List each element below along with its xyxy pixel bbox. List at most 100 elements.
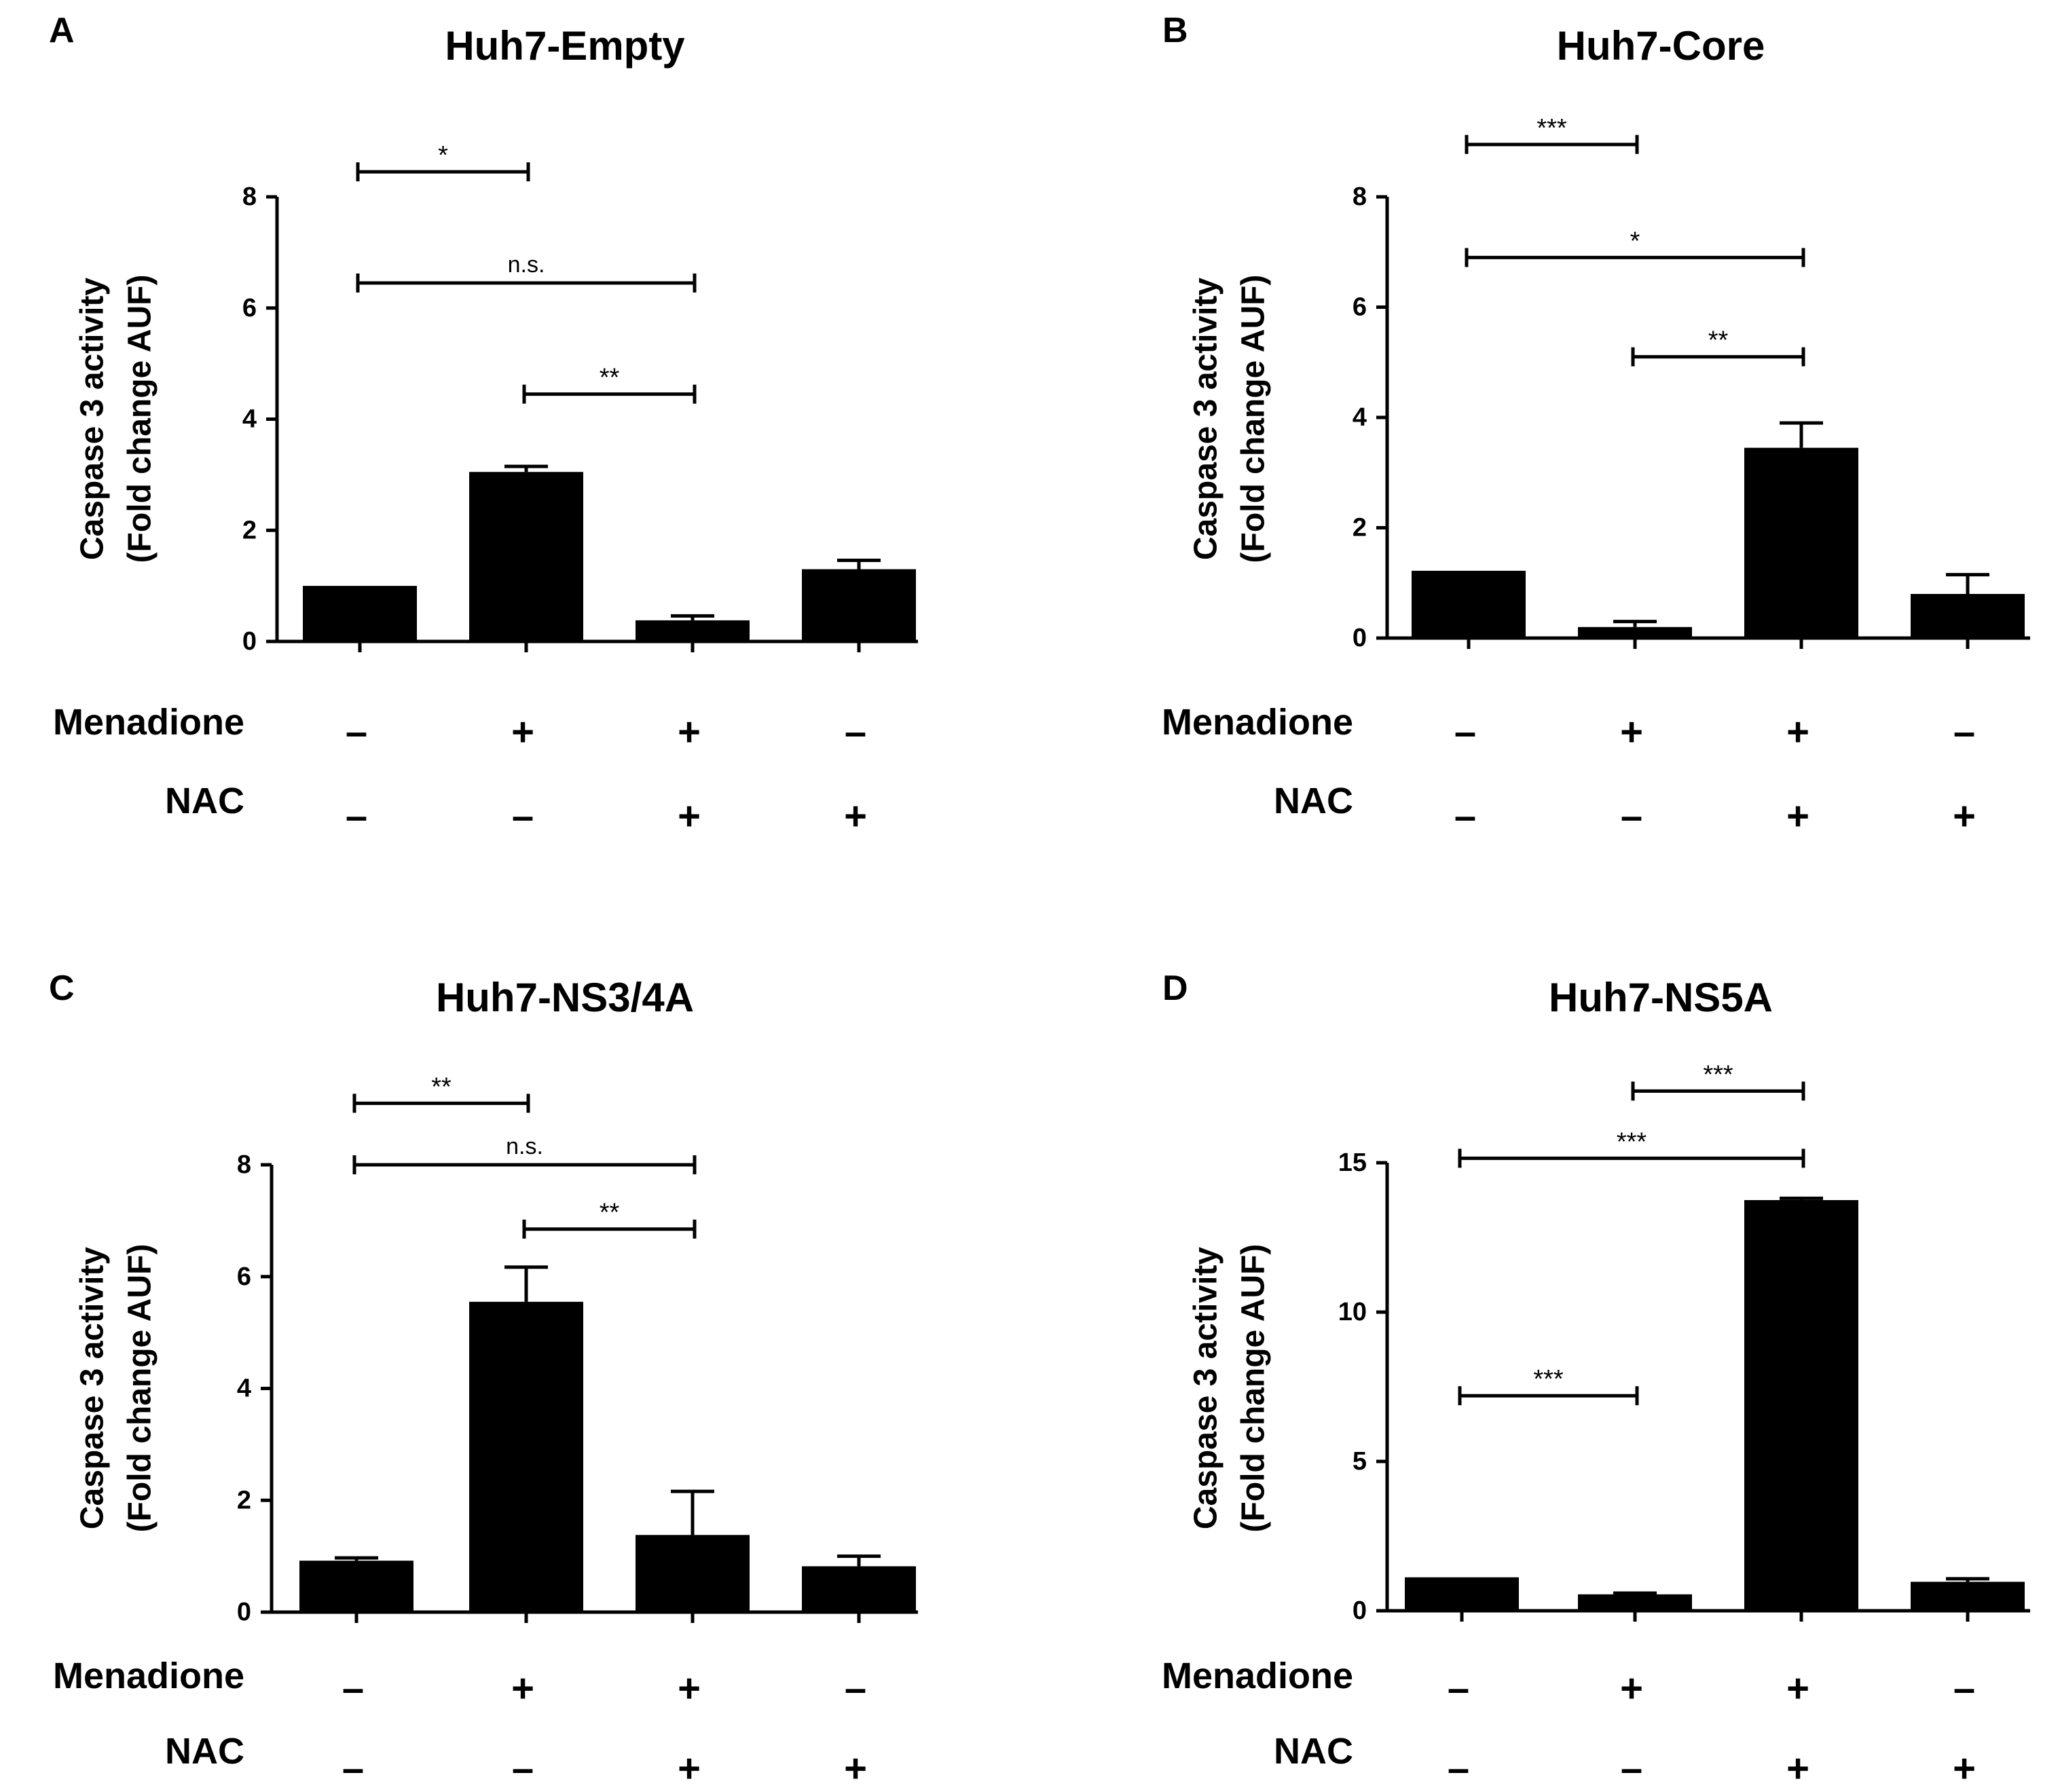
menadione-sign: – <box>1448 1666 1469 1711</box>
y-axis-label: Caspase 3 activity <box>75 1247 111 1530</box>
y-tick-label: 8 <box>242 183 257 211</box>
menadione-sign: – <box>845 1666 866 1711</box>
condition-label-menadione: Menadione <box>53 702 244 743</box>
bar <box>1911 1582 2025 1611</box>
y-axis-label: (Fold change AUF) <box>122 1244 158 1533</box>
bar <box>802 569 916 641</box>
y-tick-label: 8 <box>237 1151 251 1179</box>
nac-sign: + <box>1953 1747 1976 1791</box>
y-axis-label: (Fold change AUF) <box>1236 1244 1272 1533</box>
significance-label: n.s. <box>506 1134 543 1159</box>
nac-sign: + <box>1786 1747 1809 1791</box>
menadione-sign: + <box>1786 1666 1809 1711</box>
condition-label-menadione: Menadione <box>1162 702 1353 743</box>
significance-label: ** <box>600 364 620 392</box>
nac-sign: – <box>1448 1747 1469 1791</box>
y-tick-label: 0 <box>237 1598 251 1626</box>
condition-label-nac: NAC <box>1274 1731 1353 1772</box>
nac-sign: + <box>844 794 867 838</box>
bar <box>1412 570 1526 638</box>
nac-sign: – <box>1621 1747 1642 1791</box>
nac-sign: – <box>346 794 367 838</box>
condition-label-nac: NAC <box>165 1731 244 1772</box>
y-tick-label: 6 <box>242 294 257 322</box>
menadione-sign: – <box>1953 710 1975 754</box>
bar <box>299 1561 413 1612</box>
bar <box>1578 1594 1692 1611</box>
menadione-sign: – <box>346 710 367 754</box>
menadione-sign: – <box>845 710 866 754</box>
menadione-sign: + <box>1786 710 1809 754</box>
y-tick-label: 8 <box>1353 183 1367 211</box>
nac-sign: – <box>1454 794 1476 838</box>
y-axis-label: (Fold change AUF) <box>122 275 158 563</box>
panel-letter: C <box>49 969 75 1008</box>
nac-sign: + <box>678 1747 701 1791</box>
significance-label: * <box>438 141 448 170</box>
chart-title: Huh7-NS5A <box>1549 975 1773 1020</box>
y-tick-label: 5 <box>1353 1447 1367 1476</box>
y-axis-label: (Fold change AUF) <box>1236 275 1272 563</box>
panel-letter: A <box>49 11 75 50</box>
menadione-sign: – <box>342 1666 364 1711</box>
chart-title: Huh7-NS3/4A <box>436 975 694 1020</box>
panel-letter: D <box>1162 969 1188 1008</box>
y-tick-label: 4 <box>1353 403 1367 432</box>
y-tick-label: 2 <box>237 1486 251 1514</box>
bar <box>802 1566 916 1612</box>
bar <box>636 1535 750 1612</box>
significance-label: * <box>1630 227 1640 255</box>
nac-sign: – <box>512 1747 534 1791</box>
chart-title: Huh7-Core <box>1557 23 1765 69</box>
y-tick-label: 2 <box>1353 514 1367 542</box>
significance-label: *** <box>1533 1365 1564 1394</box>
bar <box>1744 1200 1858 1611</box>
significance-label: n.s. <box>508 252 545 278</box>
menadione-sign: + <box>511 1666 534 1711</box>
nac-sign: + <box>678 794 701 838</box>
significance-label: ** <box>600 1199 620 1227</box>
condition-label-menadione: Menadione <box>1162 1656 1353 1696</box>
menadione-sign: + <box>511 710 534 754</box>
menadione-sign: + <box>678 1666 701 1711</box>
nac-sign: + <box>1953 794 1976 838</box>
nac-sign: + <box>1786 794 1809 838</box>
bar <box>303 586 417 641</box>
panel-letter: B <box>1162 11 1188 50</box>
significance-label: *** <box>1537 114 1567 143</box>
bar <box>469 472 583 641</box>
chart-panel-d: D Huh7-NS5A Caspase 3 activity (Fold change… <box>1162 969 2030 1791</box>
nac-sign: + <box>844 1747 867 1791</box>
nac-sign: – <box>512 794 534 838</box>
y-tick-label: 0 <box>1353 1597 1367 1625</box>
y-axis-label: Caspase 3 activity <box>1188 1247 1224 1530</box>
bar <box>469 1301 583 1612</box>
condition-label-nac: NAC <box>1274 781 1353 821</box>
y-tick-label: 2 <box>242 516 257 544</box>
y-tick-label: 0 <box>242 627 257 656</box>
condition-label-menadione: Menadione <box>53 1656 244 1696</box>
condition-label-nac: NAC <box>165 781 244 821</box>
y-tick-label: 6 <box>1353 293 1367 322</box>
y-axis-label: Caspase 3 activity <box>75 278 111 561</box>
y-tick-label: 4 <box>237 1375 251 1403</box>
bar <box>636 620 750 641</box>
bar <box>1744 447 1858 638</box>
y-tick-label: 10 <box>1338 1298 1367 1326</box>
menadione-sign: + <box>678 710 701 754</box>
menadione-sign: – <box>1454 710 1476 754</box>
menadione-sign: – <box>1953 1666 1975 1711</box>
nac-sign: – <box>342 1747 364 1791</box>
y-tick-label: 0 <box>1353 624 1367 652</box>
chart-title: Huh7-Empty <box>445 23 685 69</box>
menadione-sign: + <box>1620 710 1643 754</box>
chart-panel-c: C Huh7-NS3/4A Caspase 3 activity (Fold chan… <box>49 969 918 1791</box>
y-tick-label: 4 <box>242 405 257 434</box>
nac-sign: – <box>1621 794 1642 838</box>
significance-label: *** <box>1703 1060 1733 1089</box>
y-tick-label: 6 <box>237 1263 251 1291</box>
significance-label: ** <box>1708 326 1729 355</box>
bar <box>1405 1577 1519 1611</box>
bar <box>1578 627 1692 638</box>
